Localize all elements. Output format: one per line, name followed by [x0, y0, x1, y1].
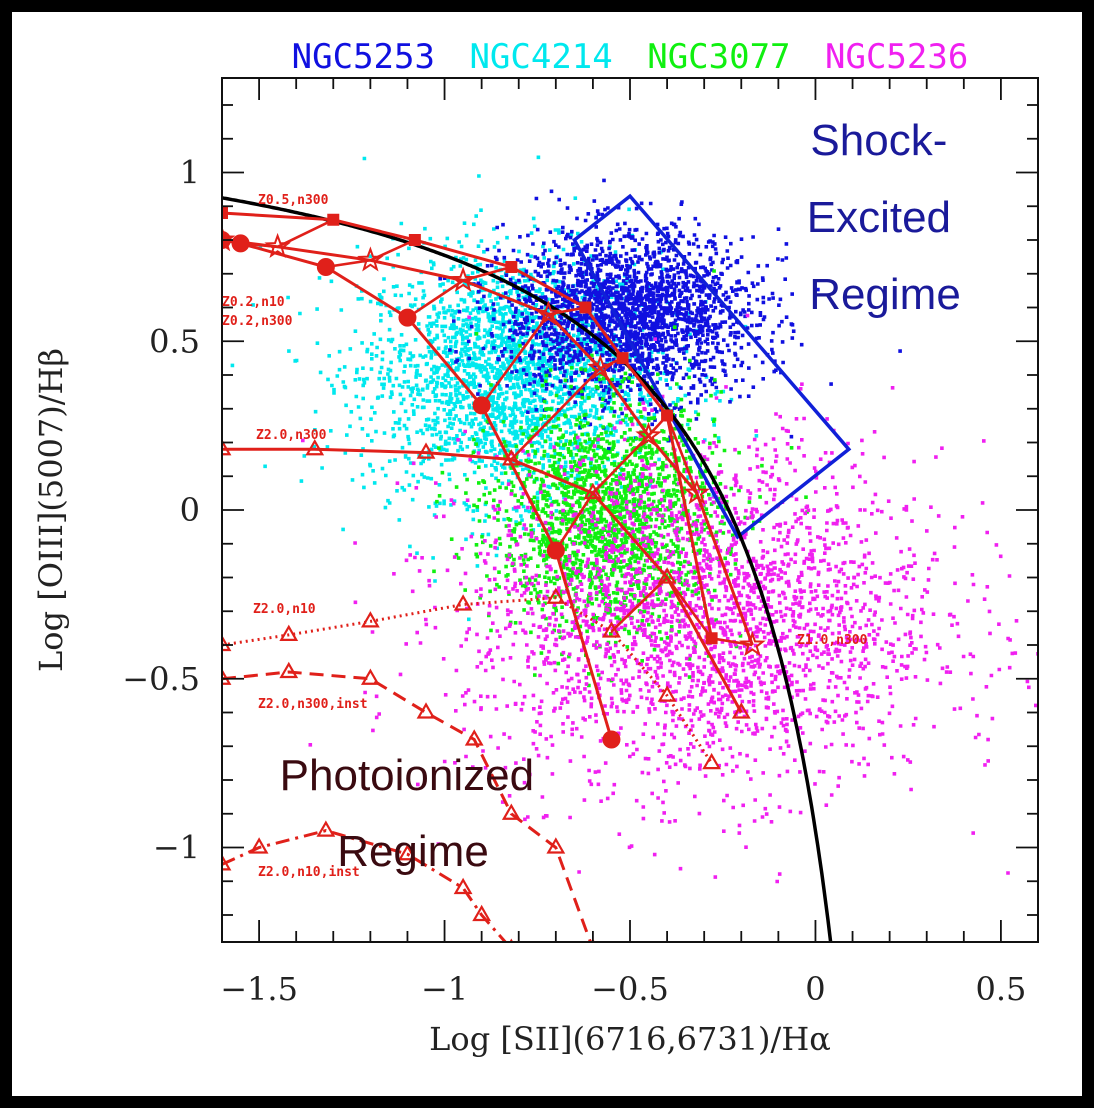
model-point: [472, 904, 492, 922]
x-tick-label: 0: [805, 970, 825, 1008]
model-point: [731, 702, 751, 719]
model-label-z20-n10-inst: Z2.0,n10,inst: [258, 865, 360, 880]
model-point: [501, 449, 521, 466]
model-point: [398, 308, 417, 327]
model-point: [739, 630, 766, 657]
x-axis-title: Log [SII](6716,6731)/Hα: [429, 1020, 831, 1058]
x-tick-label: 0.5: [975, 970, 1026, 1008]
model-label-z02-n10: Z0.2,n10: [222, 295, 285, 310]
model-point: [222, 207, 228, 219]
x-tick-label: −1: [421, 970, 468, 1008]
model-point: [222, 668, 232, 685]
model-point: [702, 752, 722, 770]
model-point: [316, 258, 335, 276]
y-tick-label: 0.5: [149, 322, 200, 360]
model-point: [546, 837, 566, 854]
model-point: [657, 567, 677, 584]
model-point: [398, 844, 417, 861]
x-tick-label: −1.5: [220, 970, 298, 1008]
model-point: [316, 820, 336, 837]
model-point: [683, 479, 711, 505]
model-point: [222, 854, 232, 871]
model-connector-line: [406, 265, 512, 319]
model-track-line: [222, 211, 714, 639]
model-label-z02-n300: Z0.2,n300: [222, 314, 293, 329]
model-connector-line: [240, 218, 334, 249]
y-tick-label: −1: [153, 829, 200, 867]
legend-entry-ngc5253: NGC5253: [292, 37, 435, 77]
model-point: [249, 837, 269, 854]
model-point: [635, 421, 662, 447]
model-connector-line: [610, 575, 753, 647]
region-box-outline: [572, 193, 852, 540]
y-axis-title: Log [OIII](5007)/Hβ: [32, 348, 70, 672]
axis-tick-labels: −1.5 −1 −0.5 0 0.5 −1 −0.5 0 0.5 1: [122, 154, 1026, 1009]
model-track-line: [222, 829, 508, 942]
model-point: [222, 439, 232, 456]
model-point: [501, 803, 521, 820]
model-point: [416, 702, 436, 719]
model-label-z20-n300: Z2.0,n300: [256, 428, 327, 443]
model-point: [602, 730, 621, 749]
legend-entry-ngc4214: NGC4214: [469, 37, 612, 77]
model-point: [505, 261, 518, 273]
legend-entry-ngc3077: NGC3077: [647, 37, 790, 77]
model-point: [279, 661, 299, 679]
y-tick-label: 1: [180, 154, 200, 192]
photo-label-line-2: Regime: [337, 827, 489, 876]
model-point: [464, 729, 484, 746]
model-label-z20-n10: Z2.0,n10: [253, 602, 316, 617]
legend-entry-ngc5236: NGC5236: [825, 37, 968, 77]
model-track-line: [222, 670, 593, 942]
photo-label-line-1: Photoionized: [280, 751, 534, 800]
model-point: [583, 482, 603, 500]
shock-label-line-2: Excited: [807, 193, 951, 242]
model-track-5: [222, 661, 595, 942]
model-point: [222, 634, 232, 652]
model-connector-line: [510, 356, 624, 461]
model-connector-line: [325, 238, 416, 269]
photoionized-region-label: Photoionized Regime: [280, 751, 547, 876]
model-track-4: [222, 587, 722, 770]
shock-label-line-3: Regime: [809, 270, 961, 319]
x-tick-label: −0.5: [591, 970, 669, 1008]
model-label-z10-n300: Z1.0,n300: [797, 633, 868, 648]
model-point: [657, 685, 677, 702]
axis-ticks: [221, 78, 1039, 942]
model-point: [535, 300, 562, 326]
model-point: [416, 442, 436, 459]
model-point: [360, 611, 380, 628]
y-tick-label: −0.5: [122, 660, 200, 698]
model-tracks: [222, 207, 766, 942]
model-connector-line: [480, 306, 586, 407]
shock-label-line-1: Shock-: [810, 116, 947, 165]
model-point: [453, 594, 473, 611]
model-track-6: [222, 820, 514, 942]
model-point: [453, 877, 473, 895]
model-point: [602, 621, 621, 638]
y-tick-label: 0: [180, 491, 200, 529]
model-label-z05-n300: Z0.5,n300: [258, 193, 329, 208]
model-point: [305, 439, 325, 456]
model-point: [546, 587, 566, 604]
legend: NGC5253 NGC4214 NGC3077 NGC5236: [292, 37, 969, 77]
shock-region-label: Shock- Excited Regime: [807, 116, 964, 319]
model-connector-line: [554, 413, 699, 552]
model-point: [279, 624, 299, 641]
model-label-z20-n300-inst: Z2.0,n300,inst: [258, 697, 368, 712]
shock-region-box: [572, 193, 852, 540]
model-point: [360, 668, 380, 685]
